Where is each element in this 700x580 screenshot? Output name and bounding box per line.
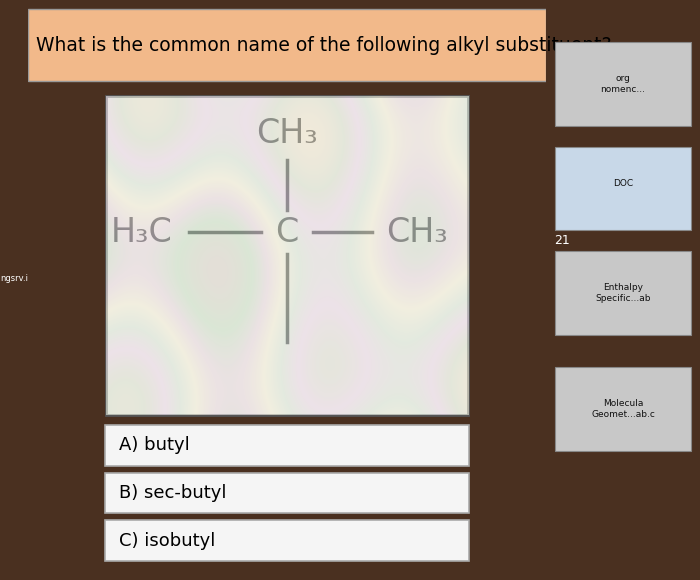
Text: ngsrv.i: ngsrv.i <box>0 274 28 283</box>
Text: Enthalpy
Specific...ab: Enthalpy Specific...ab <box>595 283 651 303</box>
FancyBboxPatch shape <box>555 147 691 230</box>
Text: H₃C: H₃C <box>111 216 173 248</box>
FancyBboxPatch shape <box>106 96 468 415</box>
FancyBboxPatch shape <box>105 425 469 466</box>
Text: org
nomenc...: org nomenc... <box>601 74 645 94</box>
FancyBboxPatch shape <box>555 251 691 335</box>
Text: CH₃: CH₃ <box>386 216 447 248</box>
Text: A) butyl: A) butyl <box>119 436 190 455</box>
Text: B) sec-butyl: B) sec-butyl <box>119 484 226 502</box>
Text: C: C <box>275 216 299 248</box>
FancyBboxPatch shape <box>105 520 469 561</box>
FancyBboxPatch shape <box>105 473 469 513</box>
Text: Molecula
Geomet...ab.c: Molecula Geomet...ab.c <box>591 399 655 419</box>
Text: C) isobutyl: C) isobutyl <box>119 531 215 550</box>
FancyBboxPatch shape <box>555 42 691 126</box>
Text: CH₃: CH₃ <box>256 117 318 150</box>
FancyBboxPatch shape <box>28 9 546 81</box>
Text: 21: 21 <box>554 234 570 247</box>
Text: DOC: DOC <box>613 179 633 198</box>
Text: What is the common name of the following alkyl substituent?: What is the common name of the following… <box>36 36 611 55</box>
FancyBboxPatch shape <box>555 367 691 451</box>
